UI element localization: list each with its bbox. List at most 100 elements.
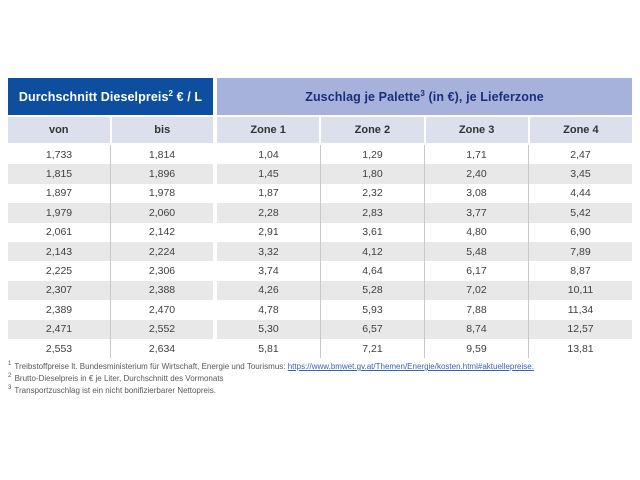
table-cell: 4,44 xyxy=(528,183,632,204)
row-price-range: 2,061 2,142 xyxy=(8,222,213,242)
table-subheader-row: von bis Zone 1 Zone 2 Zone 3 Zone 4 xyxy=(8,117,632,143)
table-cell: 4,64 xyxy=(320,261,424,281)
table-row: 2,307 2,388 4,26 5,28 7,02 10,11 xyxy=(8,280,632,301)
table-cell: 2,32 xyxy=(320,183,424,204)
row-price-range: 1,815 1,896 xyxy=(8,164,213,184)
row-price-range: 1,979 2,060 xyxy=(8,203,213,223)
table-row: 2,225 2,306 3,74 4,64 6,17 8,87 xyxy=(8,261,632,281)
table-cell: 7,21 xyxy=(320,338,424,359)
row-zone-values: 5,30 6,57 8,74 12,57 xyxy=(217,319,632,339)
table-row: 2,061 2,142 2,91 3,61 4,80 6,90 xyxy=(8,222,632,242)
table-cell: 2,306 xyxy=(110,261,213,281)
column-header-zone-1: Zone 1 xyxy=(217,117,320,143)
table-cell: 2,553 xyxy=(45,342,73,355)
footnote-text: Treibstoffpreise lt. Bundesministerium f… xyxy=(12,362,288,371)
table-body: 1,733 1,814 1,04 1,29 1,71 2,47 1,815 1,896 1,45… xyxy=(8,145,632,359)
footnote-1: 1 Treibstoffpreise lt. Bundesministerium… xyxy=(8,361,632,373)
table-cell: 7,88 xyxy=(424,300,528,320)
footnote-text: Transportzuschlag ist ein nicht bonifizi… xyxy=(12,386,216,395)
row-zone-values: 1,45 1,80 2,40 3,45 xyxy=(217,164,632,184)
table-cell: 6,90 xyxy=(528,222,632,242)
table-cell: 2,47 xyxy=(528,145,632,165)
table-cell: 6,17 xyxy=(424,261,528,281)
table-cell: 1,87 xyxy=(258,187,279,200)
table-cell: 7,89 xyxy=(528,241,632,262)
subheader-zones: Zone 1 Zone 2 Zone 3 Zone 4 xyxy=(217,117,632,143)
footnote-marker: 1 xyxy=(8,361,12,368)
table-cell: 4,12 xyxy=(320,241,424,262)
table-cell: 2,389 xyxy=(45,303,73,316)
table-cell: 5,42 xyxy=(528,203,632,223)
table-cell: 2,143 xyxy=(45,245,73,258)
footnote-3: 3 Transportzuschlag ist ein nicht bonifi… xyxy=(8,385,632,397)
table-cell: 8,87 xyxy=(528,261,632,281)
column-header-zone-3: Zone 3 xyxy=(425,117,528,143)
table-cell: 1,04 xyxy=(258,148,279,161)
table-cell: 7,02 xyxy=(424,280,528,301)
table-cell: 1,71 xyxy=(424,145,528,165)
table-cell: 4,80 xyxy=(424,222,528,242)
table-cell: 5,48 xyxy=(424,241,528,262)
table-header-row: Durchschnitt Dieselpreis2 € / L Zuschlag… xyxy=(8,78,632,115)
footnote-marker: 3 xyxy=(8,385,12,392)
table-cell: 1,897 xyxy=(45,187,73,200)
footnotes: 1 Treibstoffpreise lt. Bundesministerium… xyxy=(8,361,632,397)
row-zone-values: 4,78 5,93 7,88 11,34 xyxy=(217,300,632,320)
table-cell: 1,80 xyxy=(320,164,424,184)
table-row: 1,733 1,814 1,04 1,29 1,71 2,47 xyxy=(8,145,632,165)
table-cell: 2,470 xyxy=(110,300,213,320)
table-cell: 2,28 xyxy=(258,206,279,219)
table-row: 2,143 2,224 3,32 4,12 5,48 7,89 xyxy=(8,241,632,262)
table-cell: 3,74 xyxy=(258,265,279,278)
column-header-von: von xyxy=(8,117,110,143)
table-cell: 1,733 xyxy=(45,148,73,161)
row-price-range: 2,471 2,552 xyxy=(8,319,213,339)
row-price-range: 1,897 1,978 xyxy=(8,183,213,204)
table-cell: 2,388 xyxy=(110,280,213,301)
table-cell: 3,61 xyxy=(320,222,424,242)
table-row: 2,471 2,552 5,30 6,57 8,74 12,57 xyxy=(8,319,632,339)
column-header-zone-2: Zone 2 xyxy=(321,117,424,143)
table-cell: 2,060 xyxy=(110,203,213,223)
diesel-surcharge-table: Durchschnitt Dieselpreis2 € / L Zuschlag… xyxy=(8,78,632,359)
table-row: 1,979 2,060 2,28 2,83 3,77 5,42 xyxy=(8,203,632,223)
table-cell: 2,83 xyxy=(320,203,424,223)
footnote-marker: 2 xyxy=(8,373,12,380)
table-cell: 5,93 xyxy=(320,300,424,320)
row-zone-values: 1,04 1,29 1,71 2,47 xyxy=(217,145,632,165)
table-cell: 2,142 xyxy=(110,222,213,242)
table-cell: 2,634 xyxy=(110,338,213,359)
table-cell: 5,81 xyxy=(258,342,279,355)
header-pallet-surcharge-label: Zuschlag je Palette3 (in €), je Lieferzo… xyxy=(305,88,544,104)
table-row: 1,815 1,896 1,45 1,80 2,40 3,45 xyxy=(8,164,632,184)
column-header-bis: bis xyxy=(111,117,213,143)
row-price-range: 2,553 2,634 xyxy=(8,338,213,359)
table-cell: 2,224 xyxy=(110,241,213,262)
table-cell: 8,74 xyxy=(424,319,528,339)
table-cell: 10,11 xyxy=(528,280,632,301)
header-diesel-price-label: Durchschnitt Dieselpreis2 € / L xyxy=(18,88,203,104)
column-header-zone-4: Zone 4 xyxy=(529,117,632,143)
table-cell: 2,552 xyxy=(110,319,213,339)
table-cell: 6,57 xyxy=(320,319,424,339)
table-row: 1,897 1,978 1,87 2,32 3,08 4,44 xyxy=(8,183,632,204)
row-zone-values: 2,91 3,61 4,80 6,90 xyxy=(217,222,632,242)
table-cell: 9,59 xyxy=(424,338,528,359)
table-cell: 2,307 xyxy=(45,284,73,297)
table-cell: 2,40 xyxy=(424,164,528,184)
table-cell: 13,81 xyxy=(528,338,632,359)
fuel-price-link[interactable]: https://www.bmwet.gv.at/Themen/Energie/k… xyxy=(287,362,534,371)
table-cell: 2,225 xyxy=(45,265,73,278)
table-cell: 1,979 xyxy=(45,206,73,219)
table-cell: 3,32 xyxy=(258,245,279,258)
row-price-range: 2,143 2,224 xyxy=(8,241,213,262)
row-price-range: 2,389 2,470 xyxy=(8,300,213,320)
table-cell: 1,815 xyxy=(45,168,73,181)
footnote-text: Brutto-Dieselpreis in € je Liter, Durchs… xyxy=(12,374,224,383)
subheader-price-range: von bis xyxy=(8,117,213,143)
table-cell: 2,471 xyxy=(45,323,73,336)
row-zone-values: 2,28 2,83 3,77 5,42 xyxy=(217,203,632,223)
header-pallet-surcharge: Zuschlag je Palette3 (in €), je Lieferzo… xyxy=(217,78,632,115)
table-cell: 3,45 xyxy=(528,164,632,184)
